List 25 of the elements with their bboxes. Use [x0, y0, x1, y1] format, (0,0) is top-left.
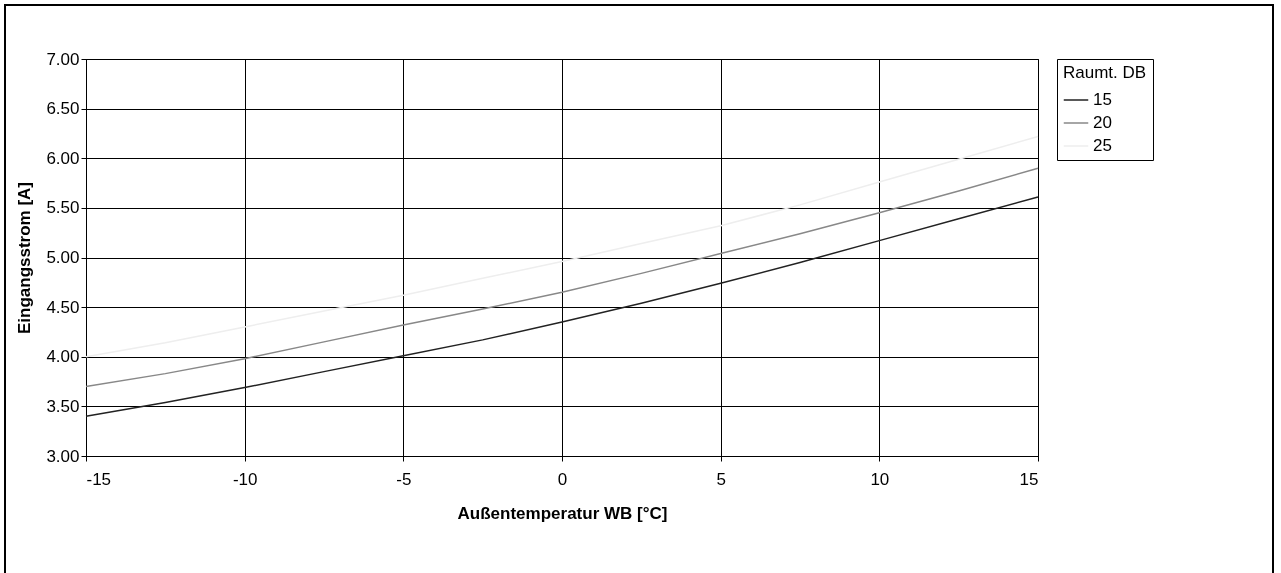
- x-tick-label: 5: [716, 469, 726, 489]
- y-tick-label: 7.00: [46, 49, 80, 69]
- legend-title: Raumt. DB: [1063, 63, 1147, 82]
- y-tick-label: 4.50: [46, 297, 80, 317]
- y-tick-label: 6.50: [46, 99, 80, 119]
- x-tick-label: -5: [396, 469, 412, 489]
- legend-label: 25: [1093, 136, 1112, 155]
- legend-label: 15: [1093, 90, 1112, 109]
- y-tick-label: 5.50: [46, 198, 80, 218]
- legend-label: 20: [1093, 113, 1112, 132]
- x-tick-label: -10: [232, 469, 258, 489]
- x-tick-label: 0: [557, 469, 568, 489]
- y-tick-label: 3.00: [46, 446, 80, 466]
- x-tick-label: -15: [86, 469, 112, 489]
- line-series: [85, 135, 1039, 358]
- x-tick-label: 10: [870, 469, 890, 489]
- y-tick-label: 5.00: [46, 248, 80, 267]
- line-series: [85, 167, 1039, 388]
- y-tick-label: 4.00: [46, 347, 80, 367]
- y-tick-label: 3.50: [46, 396, 80, 416]
- x-tick-label: 15: [1019, 469, 1039, 489]
- y-axis-title: Eingangsstrom [A]: [15, 181, 35, 335]
- line-series: [85, 196, 1039, 418]
- y-tick-label: 6.00: [46, 148, 80, 168]
- x-axis-title: Außentemperatur WB [°C]: [457, 503, 668, 523]
